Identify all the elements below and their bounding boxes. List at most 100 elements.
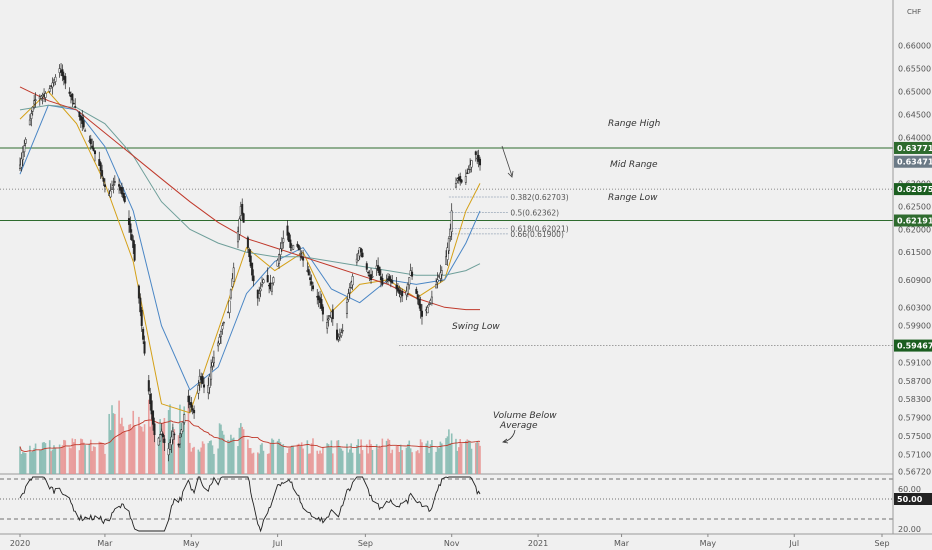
candle-body	[169, 442, 172, 450]
volume-bar	[72, 442, 75, 474]
candle-body	[292, 245, 295, 250]
price-tick-label: 0.62500	[898, 202, 931, 211]
volume-bar	[348, 449, 351, 474]
volume-bar	[54, 447, 57, 474]
candle-body	[242, 213, 245, 223]
candle-body	[347, 293, 350, 300]
candle-body	[232, 267, 235, 282]
candle-body	[385, 280, 388, 283]
candle-body	[439, 272, 442, 279]
volume-bar	[74, 439, 77, 474]
volume-bar	[408, 440, 411, 474]
volume-bar	[339, 446, 341, 474]
candle-body	[416, 294, 419, 300]
time-tick-label: Mar	[97, 539, 113, 548]
volume-bar	[371, 449, 374, 474]
horizontal-levels	[0, 147, 893, 346]
volume-bar	[23, 452, 26, 474]
volume-bar	[438, 448, 440, 474]
candle-body	[130, 234, 133, 241]
annotation-volume-arrow	[503, 429, 516, 443]
volume-bar	[474, 443, 477, 474]
price-tick-label: 0.66000	[898, 42, 931, 51]
volume-bar	[326, 443, 328, 474]
volume-bar	[218, 423, 221, 474]
price-tag-label: 0.63771	[897, 144, 932, 153]
candle-body	[212, 357, 215, 364]
candle-body	[44, 93, 47, 98]
volume-bar	[60, 447, 62, 474]
candle-body	[262, 279, 265, 284]
volume-moving-average	[19, 419, 481, 453]
current-price-tag-bg	[894, 155, 932, 168]
volume-bar	[292, 445, 294, 474]
volume-bar	[19, 446, 21, 474]
time-axis[interactable]: 2020 Mar May Jul Sep Nov 2021 Mar May Jul Sep	[0, 533, 932, 548]
volume-bar	[368, 439, 371, 474]
candle-body	[228, 300, 231, 313]
volume-bar	[198, 451, 201, 474]
price-tag-label: 0.62875	[897, 185, 932, 194]
candle-body	[436, 279, 439, 283]
time-tick-label: Nov	[444, 539, 460, 548]
candle-body	[219, 331, 222, 337]
volume-bar	[24, 453, 27, 474]
volume-bar	[347, 452, 350, 474]
candle-body	[395, 284, 398, 290]
price-tick-label: 0.65000	[898, 88, 931, 97]
volume-bar	[332, 453, 334, 474]
volume-bar	[91, 451, 93, 474]
volume-bar	[296, 444, 299, 474]
volume-bar	[89, 439, 92, 474]
volume-bar	[448, 429, 450, 474]
volume-bar	[48, 440, 51, 474]
candle-body	[139, 297, 142, 313]
candle-body	[112, 184, 115, 186]
volume-bar	[470, 448, 473, 474]
candle-body	[320, 299, 323, 309]
candle-body	[252, 275, 255, 282]
annotation-volume-arrowhead	[502, 438, 509, 444]
volume-bar	[378, 445, 381, 474]
volume-bar	[409, 448, 412, 474]
volume-bar	[240, 423, 242, 474]
volume-bar	[139, 426, 142, 474]
price-tick-label: 0.64000	[898, 133, 931, 142]
volume-bar	[249, 448, 252, 474]
volume-bar	[380, 447, 382, 474]
candle-body	[218, 336, 221, 344]
volume-bar	[247, 439, 249, 474]
volume-bar	[53, 445, 55, 474]
volume-bar	[242, 429, 245, 474]
candle-body	[321, 306, 324, 315]
volume-bar	[395, 445, 398, 474]
volume-bar	[391, 449, 394, 474]
candle-body	[193, 409, 196, 414]
candle-body	[72, 102, 75, 105]
candle-body	[157, 437, 160, 446]
candle-body	[286, 225, 289, 236]
candlesticks	[19, 63, 482, 462]
volume-bar	[231, 438, 234, 474]
volume-bar	[252, 452, 255, 474]
price-axis[interactable]: CHF 0.660000.655000.650000.645000.640000…	[892, 0, 932, 534]
candle-body	[222, 322, 225, 324]
candle-body	[428, 303, 431, 306]
candle-body	[221, 325, 224, 330]
currency-label: CHF	[907, 8, 921, 16]
volume-bar	[290, 445, 293, 474]
candle-body	[336, 329, 339, 340]
volume-bar	[251, 453, 253, 474]
time-tick-label: Mar	[614, 539, 630, 548]
volume-bar	[446, 436, 449, 474]
volume-bar	[102, 444, 105, 474]
candle-body	[183, 414, 186, 424]
candle-body	[71, 93, 74, 101]
candle-body	[153, 423, 156, 435]
volume-bar	[149, 426, 152, 474]
rsi-tag-label: 50.00	[897, 495, 923, 504]
volume-bar	[457, 447, 460, 474]
candle-body	[398, 290, 401, 294]
volume-bar	[289, 446, 292, 474]
volume-bar	[418, 453, 420, 474]
